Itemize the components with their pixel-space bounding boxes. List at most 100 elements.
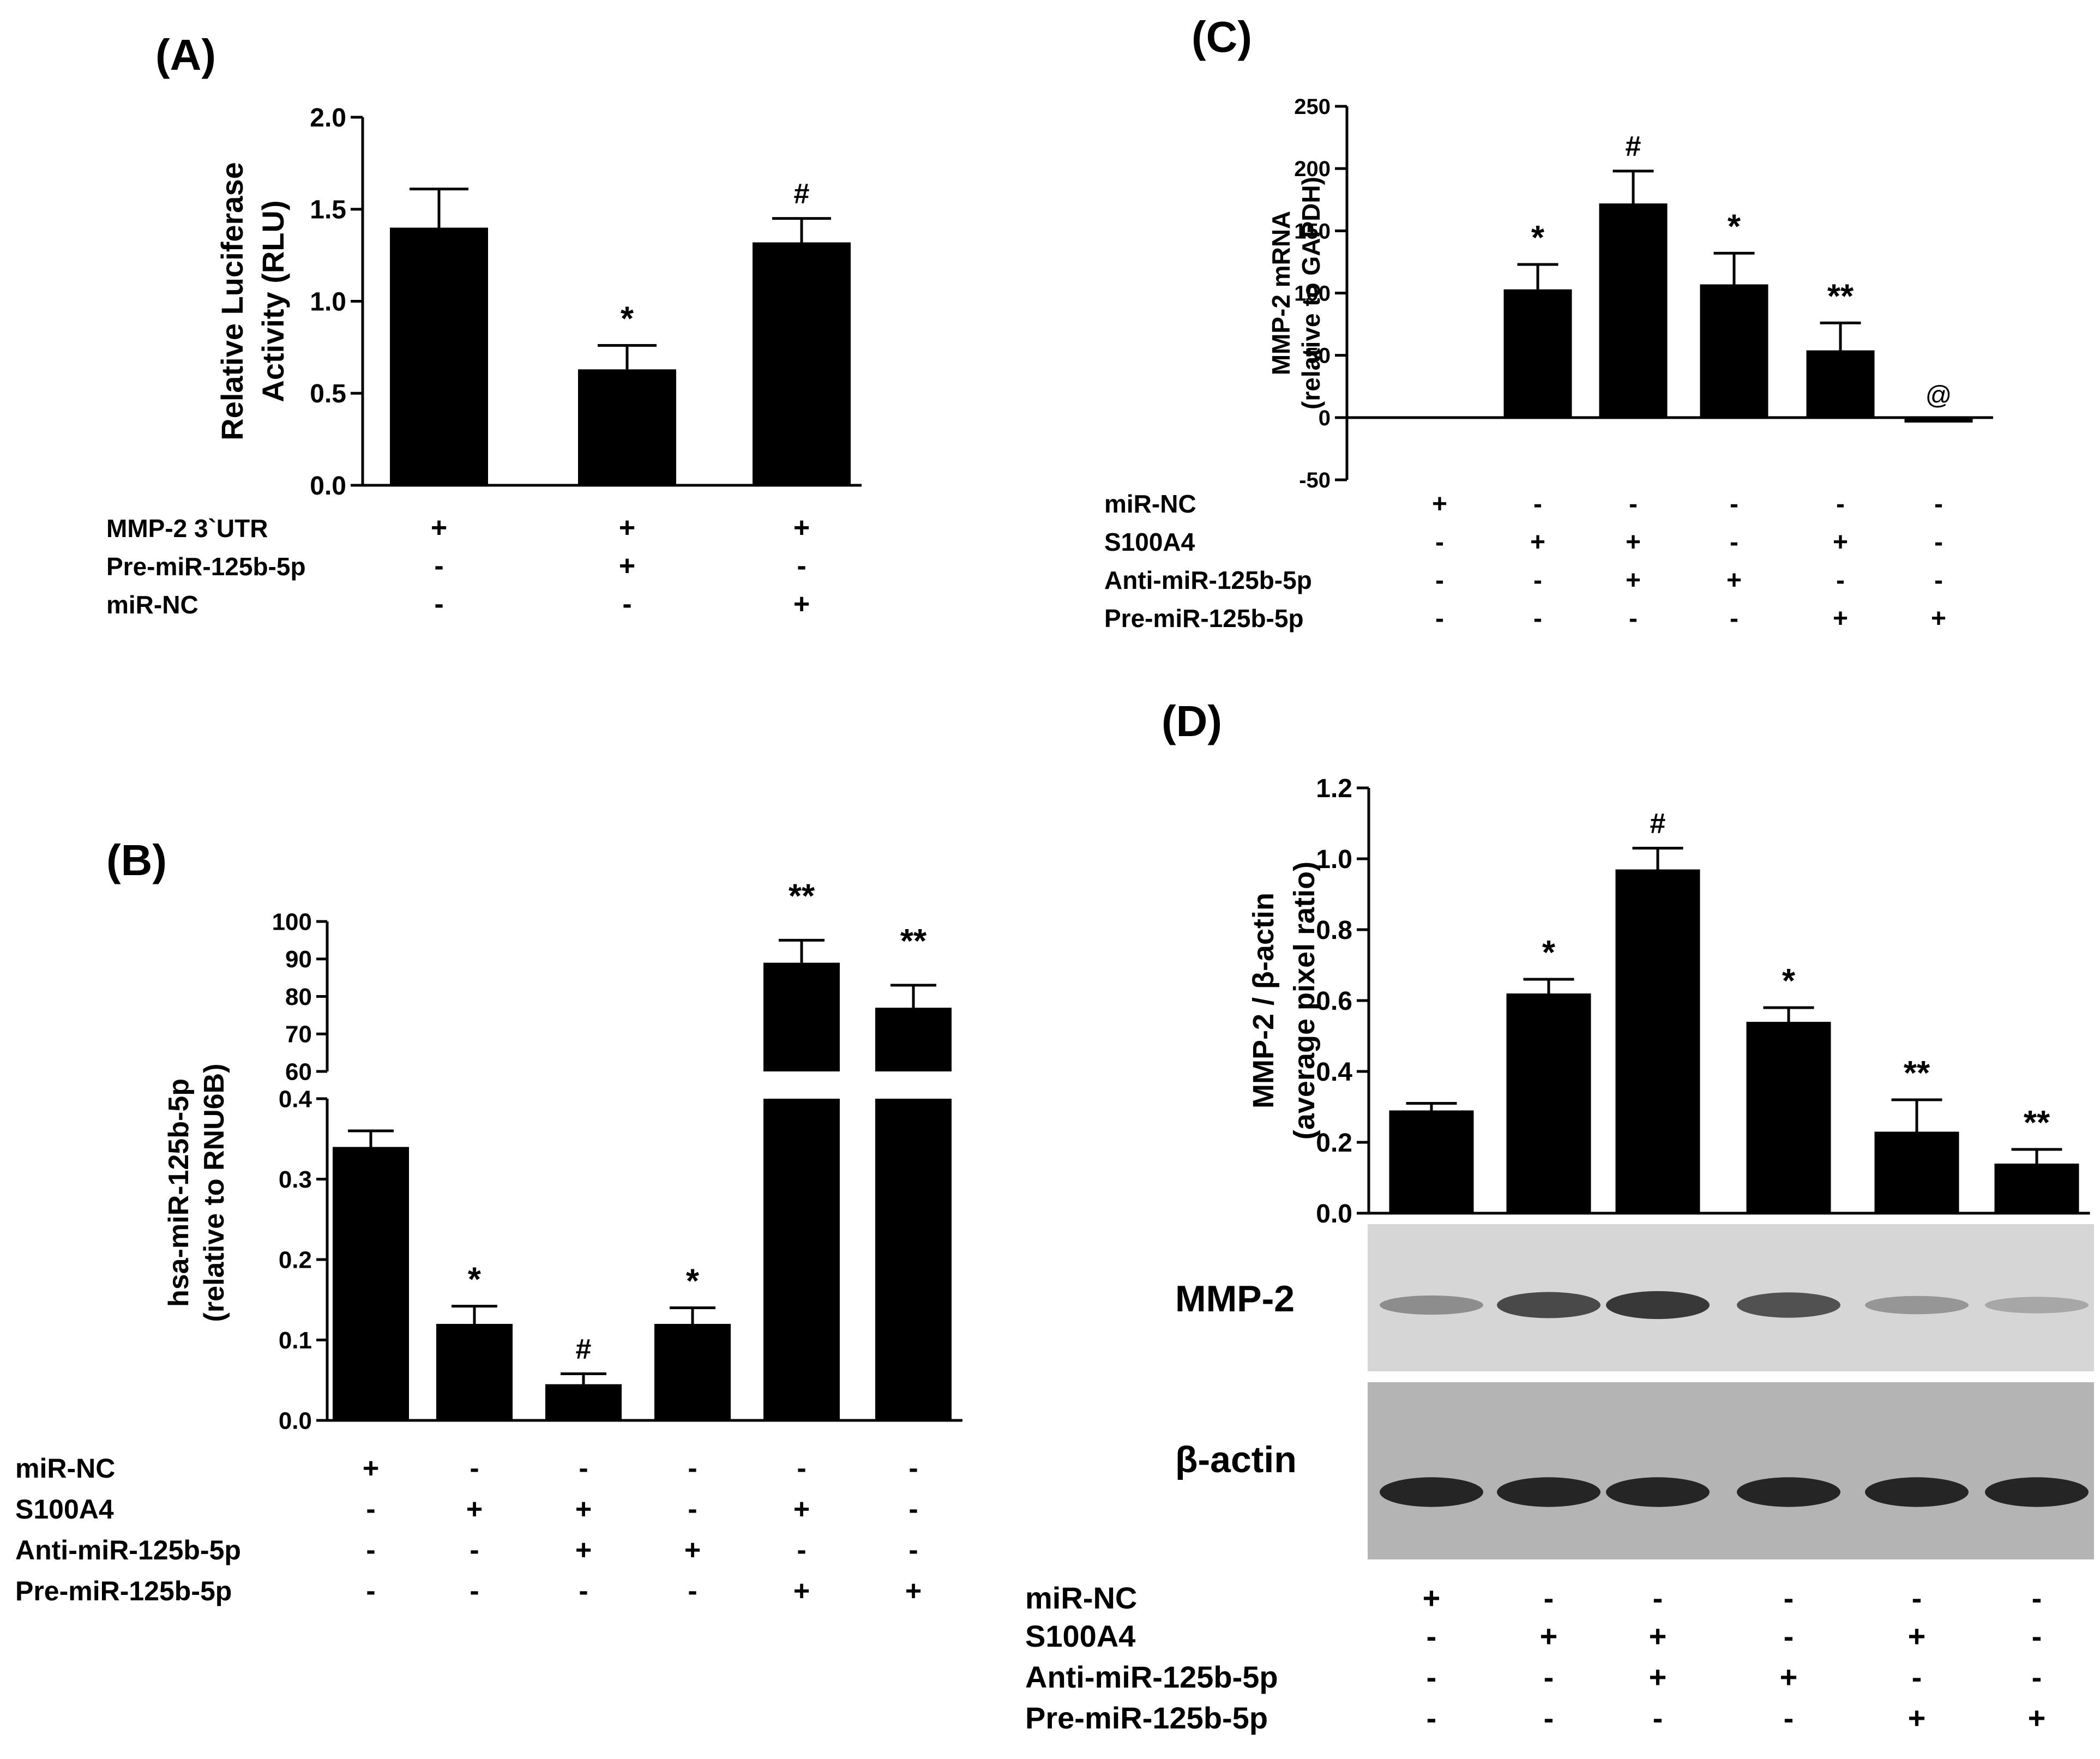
chart-a-condition-label: miR-NC [106,591,198,619]
chart-d-condition-sign: - [1784,1619,1794,1653]
chart-b-condition-sign: + [793,1575,810,1607]
chart-c-condition-sign: - [1435,566,1444,595]
chart-b-significance-label: # [576,1333,592,1365]
chart-c-y-axis-label-line-2: (relative to GAPDH) [1297,177,1325,409]
chart-b-y-tick-label: 0.2 [279,1246,312,1273]
chart-c-condition-sign: - [1730,490,1738,519]
chart-d-bar [1389,1110,1474,1213]
chart-c-bar [1700,284,1768,418]
chart-b-bar-upper-segment [875,1008,952,1071]
chart-c-condition-sign: + [1626,528,1641,557]
chart-b-condition-label: Pre-miR-125b-5p [15,1576,232,1606]
chart-d-y-tick-label: 0.8 [1316,916,1352,945]
chart-b-condition-sign: + [793,1493,810,1525]
chart-d-y-tick-label: 1.0 [1316,845,1352,874]
chart-d-blot-panel [1368,1224,2094,1371]
chart-a-condition-label: Pre-miR-125b-5p [106,552,306,581]
chart-a-y-tick-label: 1.5 [310,196,346,225]
chart-c-condition-sign: - [1836,566,1845,595]
chart-b-condition-sign: - [470,1534,479,1566]
panel-label-b: (B) [106,836,167,884]
chart-d-condition-label: miR-NC [1025,1581,1137,1615]
chart-d-significance-label: * [1782,962,1796,1000]
chart-c-condition-sign: + [1833,604,1848,633]
chart-c-condition-sign: - [1934,566,1943,595]
chart-b-significance-label: ** [789,877,815,915]
chart-a-condition-label: MMP-2 3`UTR [106,514,268,543]
chart-c-condition-sign: + [1833,528,1848,557]
chart-d-significance-label: ** [2024,1104,2050,1142]
chart-a-significance-label: # [794,178,810,210]
chart-d-bar [1994,1164,2079,1213]
chart-b-condition-sign: - [908,1493,918,1525]
chart-d-condition-sign: + [1780,1660,1798,1694]
chart-d-bar [1746,1022,1831,1213]
chart-d-blot-label: β-actin [1175,1439,1297,1480]
chart-d-significance-label: * [1542,934,1556,972]
chart-d-y-tick-label: 1.2 [1316,774,1352,803]
chart-a: 0.0 0.5 1.0 1.5 2.0 * # Relative Luciferase Acti… [106,104,862,620]
chart-c-condition-sign: - [1730,604,1738,633]
chart-b-condition-sign: - [797,1453,806,1484]
panel-label-d: (D) [1162,697,1222,745]
chart-d-condition-sign: + [1649,1660,1667,1694]
chart-a-condition-sign: - [622,588,631,620]
chart-a-bar [390,227,488,485]
chart-c-bar [1806,350,1875,418]
chart-b-bar-lower-segment [875,1099,952,1420]
chart-a-condition-sign: + [619,512,635,544]
chart-c-bar [1904,417,1973,423]
chart-d-blot-panel [1368,1382,2094,1559]
chart-d-condition-label: Pre-miR-125b-5p [1025,1701,1268,1735]
chart-a-condition-sign: + [793,588,810,620]
chart-d-y-axis-label-line-2: (average pixel ratio) [1288,862,1321,1140]
chart-b-y-tick-label: 0.4 [279,1086,312,1112]
chart-d-blot-band [1606,1477,1710,1507]
chart-a-y-tick-label: 0.5 [310,379,346,408]
chart-b-significance-label: * [686,1263,700,1300]
chart-a-condition-sign: + [431,512,447,544]
chart-b: 0.00.10.20.30.460708090100*#*****hsa-miR… [15,877,962,1607]
chart-d-blot-band [1606,1291,1710,1320]
chart-d-y-tick-label: 0.0 [1316,1200,1352,1228]
chart-c-condition-sign: + [1931,604,1946,633]
chart-b-bar [333,1147,409,1420]
chart-c-bar [1405,416,1474,419]
chart-d-bar [1615,869,1700,1213]
chart-d-blot-band [1497,1292,1600,1318]
chart-b-y-tick-label: 0.0 [279,1407,312,1434]
chart-c-significance-label: ** [1827,278,1854,315]
chart-c-significance-label: * [1531,219,1545,257]
chart-a-bar [753,242,851,485]
chart-b-condition-sign: - [366,1534,375,1566]
chart-d-y-axis-label-line-1: MMP-2 / β-actin [1247,893,1280,1109]
chart-b-bar-lower-segment [763,1099,840,1420]
chart-d-blot-band [1737,1292,1840,1318]
western-blot: MMP-2 β-actin [1175,1224,2094,1559]
chart-c-y-tick-label: 150 [1294,219,1331,243]
chart-d-blot-band [1865,1477,1969,1507]
chart-d-significance-label: # [1650,808,1666,840]
chart-c-condition-sign: - [1533,604,1542,633]
chart-d-condition-sign: - [1653,1581,1663,1615]
chart-b-bar [545,1384,622,1420]
chart-d-condition-sign: - [1544,1660,1554,1694]
chart-b-condition-sign: + [575,1493,592,1525]
chart-a-significance-label: * [621,300,634,338]
chart-b-bar [654,1324,731,1420]
chart-b-condition-sign: + [363,1453,379,1484]
chart-b-condition-sign: + [466,1493,483,1525]
chart-c-y-tick-label: 200 [1294,157,1331,181]
chart-a-condition-sign: - [434,550,443,582]
chart-a-y-tick-label: 0.0 [310,472,346,501]
chart-b-significance-label: ** [900,923,927,960]
chart-a-condition-sign: - [797,550,806,582]
chart-c-condition-sign: + [1726,566,1742,595]
chart-c-condition-sign: - [1934,490,1943,519]
chart-d-condition-sign: + [2028,1701,2046,1735]
panel-label-c: (C) [1192,13,1252,61]
chart-b-condition-sign: - [470,1575,479,1607]
chart-b-y-tick-label: 100 [272,908,312,935]
chart-c-condition-label: Anti-miR-125b-5p [1104,566,1312,594]
